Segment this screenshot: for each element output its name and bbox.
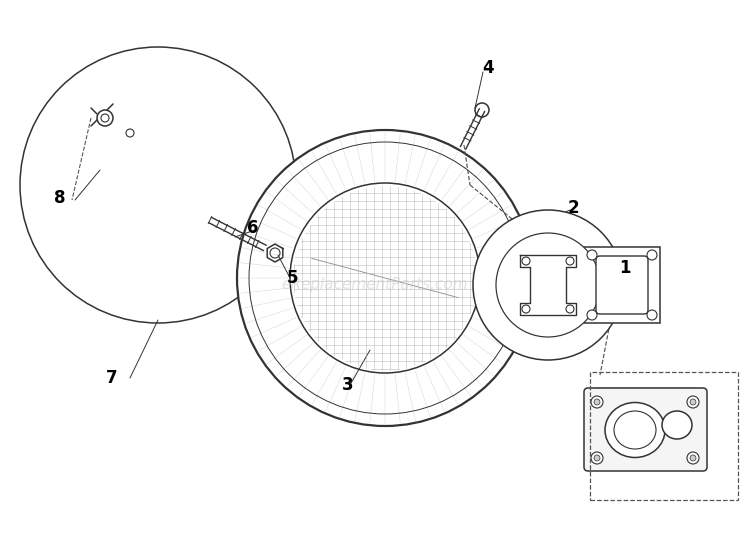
Circle shape [587, 250, 597, 260]
Circle shape [237, 130, 533, 426]
Circle shape [101, 114, 109, 122]
Circle shape [594, 399, 600, 405]
Text: 2: 2 [567, 199, 579, 217]
Text: 3: 3 [342, 376, 354, 394]
Text: 1: 1 [620, 259, 631, 277]
Circle shape [522, 305, 530, 313]
Circle shape [687, 452, 699, 464]
Circle shape [690, 455, 696, 461]
Bar [584, 247, 660, 323]
Text: 8: 8 [54, 189, 66, 207]
Circle shape [475, 103, 489, 117]
FancyBboxPatch shape [596, 256, 648, 314]
Circle shape [647, 310, 657, 320]
Circle shape [591, 452, 603, 464]
Text: 7: 7 [106, 369, 118, 387]
Circle shape [591, 396, 603, 408]
Circle shape [20, 47, 296, 323]
Ellipse shape [605, 403, 665, 458]
Text: 5: 5 [287, 269, 298, 287]
Circle shape [290, 183, 480, 373]
FancyBboxPatch shape [584, 388, 707, 471]
Circle shape [690, 399, 696, 405]
Ellipse shape [662, 411, 692, 439]
Bar [590, 372, 738, 500]
Circle shape [270, 248, 280, 258]
Text: eReplacementParts.com: eReplacementParts.com [282, 278, 468, 293]
Circle shape [473, 210, 623, 360]
Circle shape [647, 250, 657, 260]
Circle shape [566, 257, 574, 265]
Circle shape [97, 110, 113, 126]
Circle shape [522, 257, 530, 265]
Text: 6: 6 [248, 219, 259, 237]
Circle shape [587, 310, 597, 320]
Ellipse shape [614, 411, 656, 449]
Circle shape [687, 396, 699, 408]
Text: 4: 4 [482, 59, 494, 77]
Circle shape [126, 129, 134, 137]
Circle shape [496, 233, 600, 337]
Circle shape [594, 455, 600, 461]
Circle shape [566, 305, 574, 313]
